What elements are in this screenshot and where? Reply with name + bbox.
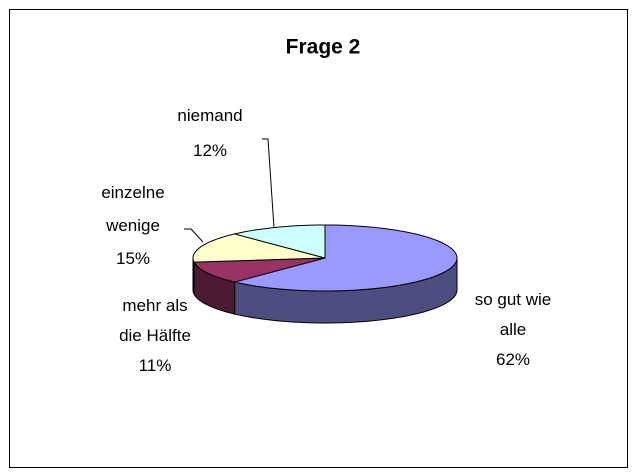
slice-label: mehr als die Hälfte 11%	[110, 291, 200, 381]
category-label: mehr als die Hälfte	[119, 296, 191, 345]
slice-side	[192, 257, 195, 295]
leader-line	[184, 228, 204, 243]
leader-line	[262, 138, 275, 229]
pie	[192, 224, 458, 324]
value-label: 15%	[115, 249, 151, 268]
slice	[234, 224, 458, 292]
slice-label: einzelne wenige 15%	[93, 176, 173, 275]
slice-label: so gut wie alle 62%	[463, 285, 563, 375]
chart-title: Frage 2	[286, 36, 361, 59]
value-label: 62%	[495, 350, 531, 369]
slice	[234, 224, 326, 259]
category-label: niemand	[177, 106, 243, 125]
slice	[193, 257, 326, 283]
slice-label: niemand 12%	[170, 98, 250, 168]
category-label: einzelne wenige	[101, 183, 165, 235]
value-label: 11%	[138, 356, 172, 375]
slice	[192, 233, 326, 263]
value-label: 12%	[192, 141, 228, 160]
category-label: so gut wie alle	[474, 290, 552, 339]
